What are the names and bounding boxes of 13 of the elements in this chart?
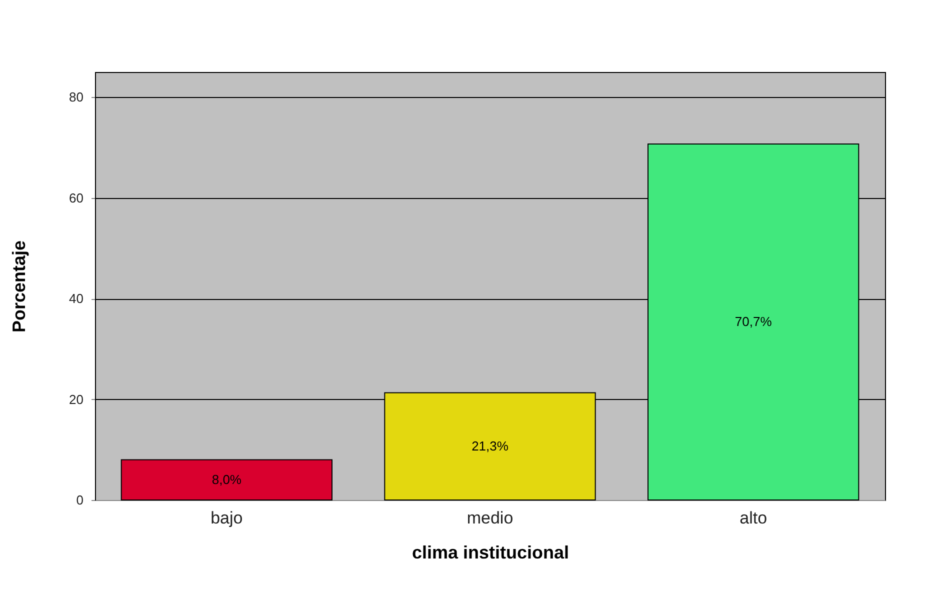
data-label: 21,3% [472,438,509,454]
x-axis-title: clima institucional [412,542,570,562]
data-label: 8,0% [212,472,242,487]
y-axis-title: Porcentaje [9,240,30,333]
y-tick-label: 40 [69,291,84,306]
y-tick-label: 60 [69,190,84,206]
y-tick-label: 20 [69,392,84,407]
data-label: 70,7% [734,314,772,329]
y-tick-label: 80 [69,90,84,105]
y-tick-label: 0 [76,492,84,508]
x-tick-label: bajo [210,508,243,528]
x-tick-label: medio [466,508,514,528]
x-tick-label: alto [740,508,768,528]
